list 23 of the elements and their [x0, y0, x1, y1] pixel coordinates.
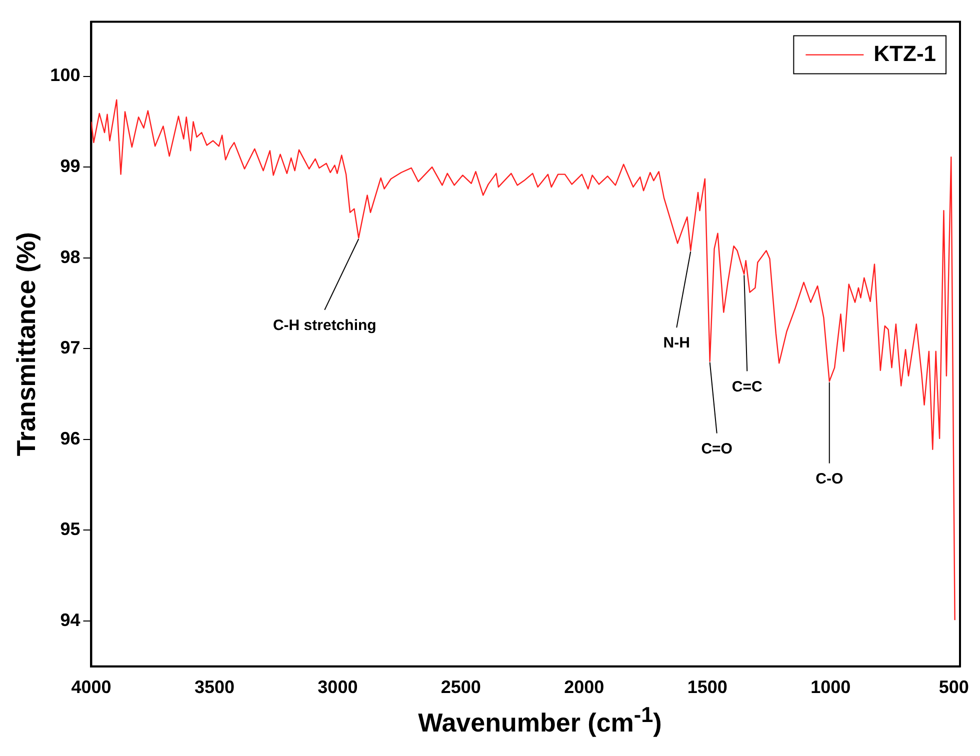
x-tick-label: 500 [938, 677, 969, 698]
annotation: C-H stretching [272, 317, 376, 334]
y-axis-title: Transmittance (%) [10, 232, 41, 456]
y-tick-label: 95 [60, 519, 80, 540]
annotation: C=C [732, 378, 762, 396]
legend-label: KTZ-1 [874, 40, 936, 66]
x-axis-title: Wavenumber (cm$^{-1}$) [417, 702, 663, 739]
x-tick-label: 4000 [71, 677, 112, 698]
y-tick-label: 98 [60, 246, 80, 267]
x-tick-label: 1500 [687, 677, 728, 698]
y-tick-label: 99 [60, 156, 80, 176]
y-tick-label: 94 [60, 610, 80, 630]
x-tick-label: 2000 [564, 677, 604, 698]
x-tick-label: 1000 [810, 677, 851, 698]
x-tick-label: 3500 [194, 677, 234, 698]
annotation: N-H [663, 334, 690, 352]
x-tick-label: 3000 [318, 677, 358, 698]
annotation: C=O [701, 440, 733, 458]
y-tick-label: 97 [60, 338, 80, 358]
annotation: C-O [816, 470, 844, 488]
y-tick-label: 100 [50, 65, 80, 86]
x-tick-label: 2500 [440, 677, 481, 698]
y-tick-label: 96 [60, 428, 80, 448]
